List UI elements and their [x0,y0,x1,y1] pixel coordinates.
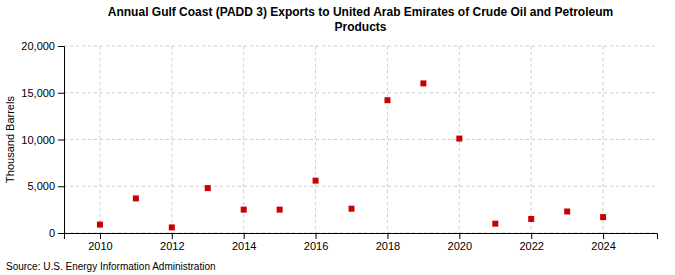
point [205,185,211,191]
point [384,97,390,103]
x-tick: 2010 [88,233,112,252]
point [456,136,462,142]
x-tick-label: 2014 [232,240,256,252]
y-tick: 15,000 [21,87,64,99]
x-axis: 2010 2012 2014 2016 2018 2020 2022 2024 [65,233,658,252]
x-tick-mark [387,233,388,239]
grid-line-x [243,46,244,233]
title: Annual Gulf Coast (PADD 3) Exports to Un… [108,5,613,34]
chart-svg: 2010 2012 2014 2016 2018 2020 2022 2024 0 5,000 10… [0,0,675,275]
y-tick-mark [58,46,64,47]
title-line: Annual Gulf Coast (PADD 3) Exports to Un… [108,5,613,19]
point [241,207,247,213]
plot-area: 2010 2012 2014 2016 2018 2020 2022 2024 0 5,000 10… [21,40,657,252]
x-tick-label: 2012 [160,240,184,252]
y-tick-label: 10,000 [21,134,55,146]
grid-line-x [99,46,100,233]
x-tick-label: 2022 [519,240,543,252]
y-axis: 0 5,000 10,000 15,000 20,000 [21,40,64,239]
grid-line-x [603,46,604,233]
y-tick-label: 20,000 [21,40,55,52]
grid-line-y [64,139,657,140]
y-tick: 0 [49,227,64,239]
x-tick: 2020 [448,233,472,252]
y-tick-label: 15,000 [21,87,55,99]
y-tick-label: 5,000 [27,180,55,192]
grid-line-x [171,46,172,233]
grid-line-x [531,46,532,233]
y-tick-mark [58,186,64,187]
source-note: Source: U.S. Energy Information Administ… [6,261,216,272]
point [169,224,175,230]
point [277,207,283,213]
point [564,208,570,214]
x-tick: 2014 [232,233,256,252]
point [420,80,426,86]
x-tick-mark [603,233,604,239]
grid-line-x [387,46,388,233]
y-tick-label: 0 [49,227,55,239]
x-tick-mark [316,233,317,239]
y-tick-mark [58,233,64,234]
x-tick: 2022 [519,233,543,252]
x-tick-label: 2010 [88,240,112,252]
point [492,221,498,227]
point [97,222,103,228]
grid [64,46,657,233]
point [528,216,534,222]
y-tick: 10,000 [21,134,64,146]
grid-line-y [64,186,657,187]
grid-line-x [315,46,316,233]
grid-line-y [64,92,657,93]
y-axis-line [58,47,65,234]
x-tick-mark [459,233,460,239]
x-tick-mark [244,233,245,239]
points [97,80,606,230]
chart-container: 2010 2012 2014 2016 2018 2020 2022 2024 0 5,000 10… [0,0,675,275]
point [349,206,355,212]
x-tick-mark [100,233,101,239]
title-line: Products [334,20,386,34]
y-tick-mark [58,140,64,141]
y-tick: 20,000 [21,40,64,52]
x-tick-label: 2020 [448,240,472,252]
x-tick: 2024 [591,233,615,252]
y-axis-label: Thousand Barrels [4,96,16,183]
x-tick-label: 2016 [304,240,328,252]
x-tick-label: 2024 [591,240,615,252]
x-axis-line [65,234,658,240]
x-tick: 2012 [160,233,184,252]
point [133,195,139,201]
y-tick-mark [58,93,64,94]
y-tick: 5,000 [27,180,64,192]
x-tick-label: 2018 [376,240,400,252]
grid-line-y [64,46,657,47]
x-tick: 2016 [304,233,328,252]
x-tick-mark [172,233,173,239]
point [313,178,319,184]
x-tick-mark [531,233,532,239]
point [600,214,606,220]
x-tick: 2018 [376,233,400,252]
